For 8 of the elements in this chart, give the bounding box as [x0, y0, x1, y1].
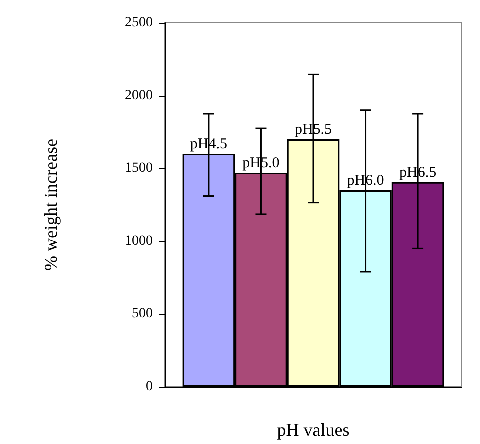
y-tick-label: 1000: [125, 234, 153, 249]
x-axis-title: pH values: [277, 420, 350, 440]
y-tick-label: 2500: [125, 16, 153, 30]
y-tick-label: 500: [132, 306, 153, 322]
y-tick-label: 0: [146, 380, 153, 394]
y-tick-label: 2000: [125, 88, 153, 104]
y-tick-label: 1500: [125, 161, 153, 176]
y-axis-title: % weight increase: [41, 139, 61, 271]
